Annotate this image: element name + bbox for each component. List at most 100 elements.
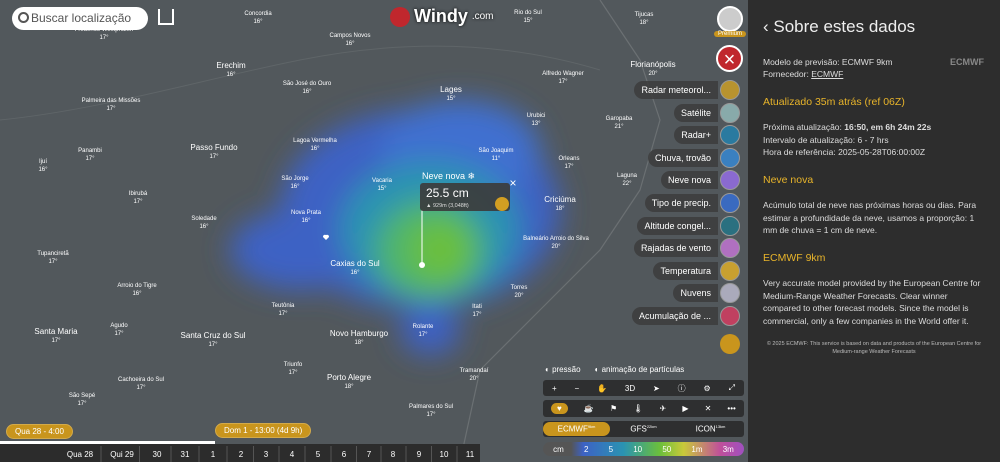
close-button[interactable]: × <box>716 45 743 72</box>
icon[interactable]: ⚑ <box>609 404 618 413</box>
mode-3d[interactable]: 3D <box>624 383 636 393</box>
layer-label[interactable]: Satélite <box>673 103 718 122</box>
day-label[interactable]: 2 <box>239 450 244 459</box>
day-label[interactable]: 3 <box>264 450 269 459</box>
layer-label[interactable]: Tipo de precip. <box>644 194 718 212</box>
icon[interactable]: ✕ <box>704 404 712 413</box>
search-box[interactable]: Buscar localização <box>12 7 148 30</box>
info[interactable]: ⓘ <box>677 383 686 393</box>
city[interactable]: Arroio do Tigre 16° <box>117 283 157 297</box>
city[interactable]: Cachoeira do Sul 17° <box>118 377 164 391</box>
model-button[interactable]: ICON13km <box>677 422 744 436</box>
toggle-pressure[interactable]: ◐ pressão <box>545 365 581 374</box>
city[interactable]: Rolante 17° <box>413 324 434 338</box>
layer-label[interactable]: Altitude congel... <box>637 216 718 235</box>
model-button[interactable]: GFS22km <box>610 422 677 436</box>
timeline-selected[interactable]: Dom 1 - 13:00 (4d 9h) <box>215 423 312 438</box>
popup-box[interactable] <box>420 183 510 211</box>
city[interactable]: Urubici 13° <box>527 113 546 127</box>
city[interactable]: Lages 15° <box>440 85 462 102</box>
layer-icon[interactable] <box>720 147 740 168</box>
city[interactable]: Rio do Sul 15° <box>514 10 542 24</box>
city[interactable]: Santa Maria 17° <box>34 327 78 344</box>
fullscreen[interactable]: ⤢ <box>728 383 735 392</box>
city[interactable]: Palmeira das Missões 17° <box>82 98 141 112</box>
city[interactable]: Orleans 17° <box>558 156 579 170</box>
city[interactable]: Teutônia 17° <box>272 303 295 317</box>
city[interactable]: Porto Alegre 18° <box>327 373 372 390</box>
layer-label[interactable]: Acumulação de ... <box>631 307 718 325</box>
model-button[interactable]: ECMWF9km <box>543 422 610 436</box>
day-label[interactable]: Qua 28 <box>67 450 94 459</box>
layer-label[interactable]: Temperatura <box>653 261 718 280</box>
zoom-in[interactable]: + <box>551 383 557 393</box>
city[interactable]: Agudo 17° <box>110 323 128 337</box>
layer-icon[interactable] <box>720 80 740 100</box>
settings[interactable]: ⚙ <box>703 383 711 393</box>
favorite-marker[interactable] <box>322 234 330 240</box>
day-label[interactable]: 1 <box>211 450 216 459</box>
city[interactable]: Tijucas 18° <box>635 12 654 26</box>
share-button[interactable] <box>158 9 174 25</box>
layer-label[interactable]: Radar meteorol... <box>634 81 718 99</box>
city[interactable]: Palmares do Sul 17° <box>409 404 453 418</box>
layer-label[interactable]: Radar+ <box>674 126 718 145</box>
hand[interactable]: ✋ <box>597 383 608 393</box>
day-label[interactable]: 31 <box>181 450 190 459</box>
city[interactable]: Soledade 16° <box>191 216 217 230</box>
city[interactable]: Garopaba 21° <box>606 116 633 130</box>
layer-icon[interactable] <box>720 306 740 326</box>
avatar[interactable] <box>717 6 743 32</box>
city[interactable]: Criciúma 18° <box>544 195 576 212</box>
city[interactable]: Erechim 16° <box>216 61 246 78</box>
day-label[interactable]: 7 <box>367 450 372 459</box>
city[interactable]: Nova Prata 16° <box>291 210 322 224</box>
city[interactable]: Santa Cruz do Sul 17° <box>181 331 246 348</box>
day-label[interactable]: 5 <box>316 450 321 459</box>
city[interactable]: Ijuí 16° <box>38 159 48 173</box>
icon[interactable]: ••• <box>727 404 736 413</box>
city[interactable]: Tramandaí 20° <box>460 368 489 382</box>
flights-button[interactable] <box>720 334 740 354</box>
city[interactable]: São Sepé 17° <box>69 393 96 407</box>
city[interactable]: São José do Ouro 16° <box>283 81 332 95</box>
icon[interactable]: 🌡 <box>633 404 644 413</box>
city[interactable]: Lagoa Vermelha 16° <box>293 138 337 152</box>
day-label[interactable]: 9 <box>417 450 422 459</box>
toggle-particles[interactable]: ◐ animação de partículas <box>594 365 685 374</box>
city[interactable]: Alfredo Wagner 17° <box>542 71 583 85</box>
city[interactable]: Itati 17° <box>472 304 482 318</box>
icon[interactable]: ☕ <box>583 404 594 413</box>
favorites[interactable]: ♥ <box>551 403 568 414</box>
city[interactable]: Frederico Westphalen 17° <box>75 27 134 41</box>
provider-link[interactable]: ECMWF <box>811 69 844 80</box>
day-label[interactable]: 30 <box>153 450 162 459</box>
layer-label[interactable]: Neve nova <box>660 171 718 190</box>
city[interactable]: Novo Hamburgo 18° <box>330 329 389 346</box>
layer-icon[interactable] <box>720 260 740 281</box>
city[interactable]: Vacaria 15° <box>372 178 393 192</box>
layer-icon[interactable] <box>720 238 740 259</box>
city[interactable]: Passo Fundo 17° <box>190 143 238 160</box>
layer-label[interactable]: Rajadas de vento <box>633 239 718 258</box>
layer-label[interactable]: Chuva, trovão <box>647 148 718 167</box>
icon[interactable]: ✈ <box>659 404 667 413</box>
layer-icon[interactable] <box>720 125 740 146</box>
day-label[interactable]: 11 <box>466 450 475 459</box>
city[interactable]: Triunfo 17° <box>284 362 303 376</box>
layer-icon[interactable] <box>720 215 740 236</box>
city[interactable]: Tupanciretã 17° <box>37 251 69 265</box>
day-label[interactable]: 4 <box>290 450 295 459</box>
city[interactable]: Campos Novos 16° <box>329 33 370 47</box>
city[interactable]: Ibirubá 17° <box>129 191 148 205</box>
icon[interactable]: ▶ <box>682 404 689 413</box>
layer-icon[interactable] <box>720 193 740 213</box>
city[interactable]: Balneário Arroio do Silva 20° <box>523 236 589 250</box>
city[interactable]: Caxias do Sul 16° <box>330 259 380 276</box>
layer-icon[interactable] <box>720 170 740 191</box>
day-label[interactable]: 6 <box>342 450 347 459</box>
day-label[interactable]: 10 <box>440 450 449 459</box>
layer-icon[interactable] <box>720 102 740 123</box>
city[interactable]: Concordia 16° <box>244 11 272 25</box>
layer-icon[interactable] <box>720 283 740 304</box>
